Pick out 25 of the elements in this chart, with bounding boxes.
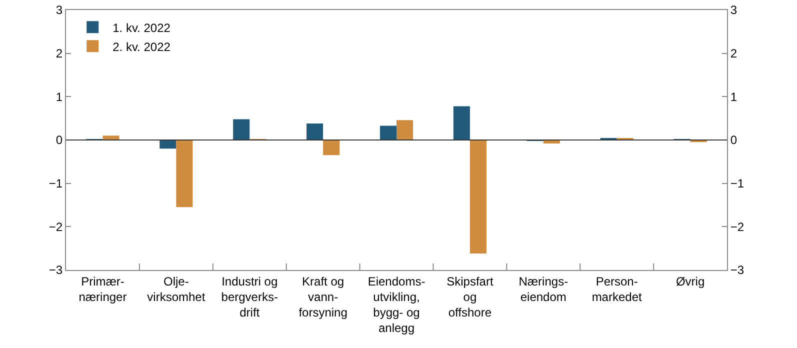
x-tick-label: Kraft og vann- forsyning (298, 274, 348, 320)
legend-label: 1. kv. 2022 (112, 20, 171, 35)
x-tick-label: Industri og bergverks- drift (221, 274, 278, 320)
y2-tick-label: 2 (730, 46, 738, 61)
x-tick-label: Person- markedet (592, 274, 642, 304)
y-tick-label: 2 (56, 46, 63, 61)
y-tick-label: −1 (48, 176, 63, 191)
y-tick-label: −3 (48, 263, 63, 278)
y2-tick-label: 0 (730, 133, 738, 148)
y2-tick-label: 1 (730, 90, 738, 104)
y2-tick-label: −1 (730, 176, 744, 191)
y2-tick-label: 3 (730, 3, 738, 18)
x-tick-label: Nærings- eiendom (518, 274, 568, 304)
x-tick-label: Olje- virksomhet (147, 274, 206, 304)
x-tick-label: Øvrig (676, 274, 705, 288)
y-tick-label: 1 (56, 90, 63, 104)
y2-tick-label: −3 (730, 263, 744, 278)
y-tick-label: 0 (56, 133, 63, 148)
legend-label: 2. kv. 2022 (112, 40, 171, 54)
y-tick-label: 3 (56, 3, 63, 18)
x-tick-label: Eiendoms- utvikling, bygg- og anlegg (368, 274, 426, 336)
x-tick-label: Skipsfart og offshore (446, 274, 494, 320)
x-tick-label: Primær- næringer (78, 274, 127, 304)
y2-tick-label: −2 (730, 220, 744, 234)
y-tick-label: −2 (48, 220, 63, 234)
